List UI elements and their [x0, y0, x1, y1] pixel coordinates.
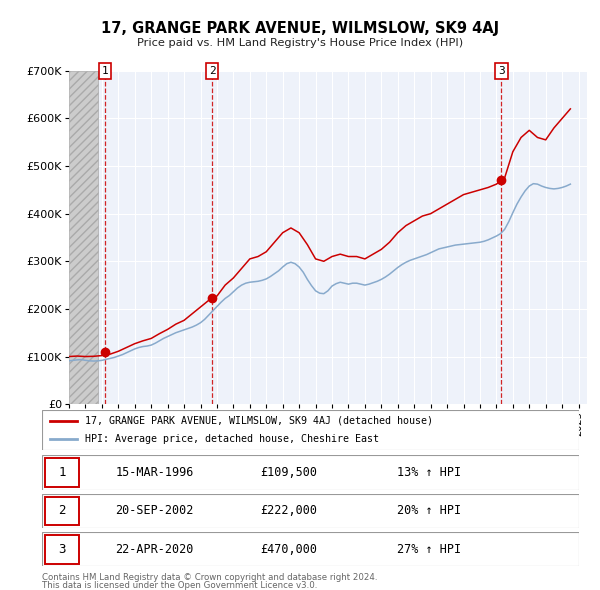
- Text: 1: 1: [102, 66, 109, 76]
- FancyBboxPatch shape: [42, 410, 579, 450]
- Text: 27% ↑ HPI: 27% ↑ HPI: [397, 543, 461, 556]
- Text: 15-MAR-1996: 15-MAR-1996: [116, 466, 194, 479]
- FancyBboxPatch shape: [42, 455, 579, 490]
- Text: 1: 1: [58, 466, 65, 479]
- Text: 3: 3: [58, 543, 65, 556]
- Text: 13% ↑ HPI: 13% ↑ HPI: [397, 466, 461, 479]
- Text: £222,000: £222,000: [260, 504, 317, 517]
- Text: 22-APR-2020: 22-APR-2020: [116, 543, 194, 556]
- Text: 3: 3: [498, 66, 505, 76]
- Text: 20-SEP-2002: 20-SEP-2002: [116, 504, 194, 517]
- FancyBboxPatch shape: [45, 535, 79, 563]
- Text: 20% ↑ HPI: 20% ↑ HPI: [397, 504, 461, 517]
- Bar: [69, 71, 98, 404]
- Text: HPI: Average price, detached house, Cheshire East: HPI: Average price, detached house, Ches…: [85, 434, 379, 444]
- FancyBboxPatch shape: [45, 497, 79, 525]
- Text: Contains HM Land Registry data © Crown copyright and database right 2024.: Contains HM Land Registry data © Crown c…: [42, 572, 377, 582]
- FancyBboxPatch shape: [42, 494, 579, 528]
- Text: 2: 2: [209, 66, 216, 76]
- Text: 2: 2: [58, 504, 65, 517]
- FancyBboxPatch shape: [45, 458, 79, 487]
- FancyBboxPatch shape: [42, 532, 579, 566]
- Text: This data is licensed under the Open Government Licence v3.0.: This data is licensed under the Open Gov…: [42, 581, 317, 590]
- Text: 17, GRANGE PARK AVENUE, WILMSLOW, SK9 4AJ: 17, GRANGE PARK AVENUE, WILMSLOW, SK9 4A…: [101, 21, 499, 36]
- Text: 17, GRANGE PARK AVENUE, WILMSLOW, SK9 4AJ (detached house): 17, GRANGE PARK AVENUE, WILMSLOW, SK9 4A…: [85, 416, 433, 426]
- Text: £109,500: £109,500: [260, 466, 317, 479]
- Text: £470,000: £470,000: [260, 543, 317, 556]
- Text: Price paid vs. HM Land Registry's House Price Index (HPI): Price paid vs. HM Land Registry's House …: [137, 38, 463, 48]
